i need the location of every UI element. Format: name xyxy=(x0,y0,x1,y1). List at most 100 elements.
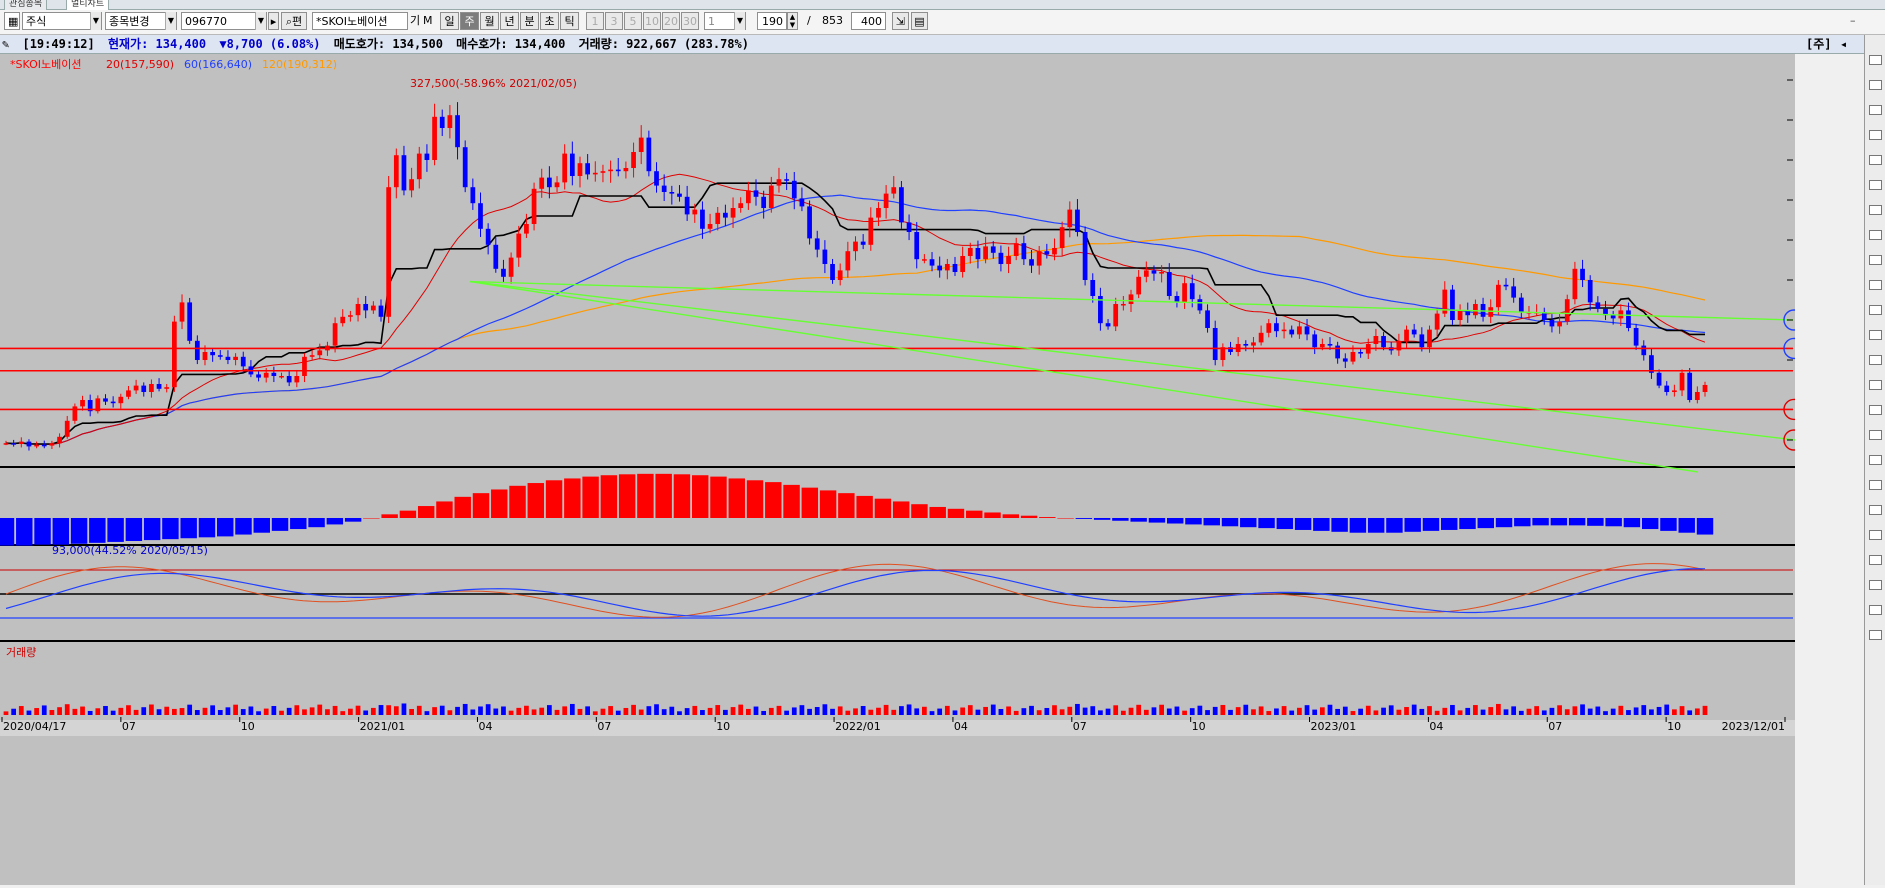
lock-icon[interactable]: ▦ xyxy=(4,12,20,30)
candle-body xyxy=(914,232,920,260)
chevron-down-icon[interactable]: ▼ xyxy=(90,12,101,30)
candle-body xyxy=(1159,272,1164,274)
volume-bar xyxy=(1312,709,1318,715)
chevron-down-icon[interactable]: ▼ xyxy=(165,12,176,30)
tool-icon[interactable] xyxy=(1869,530,1882,540)
volume-bar xyxy=(700,710,705,715)
volume-bar xyxy=(830,708,835,715)
gi-label[interactable]: 기 xyxy=(410,14,421,27)
tool-icon[interactable] xyxy=(1869,255,1882,265)
count-input[interactable]: 190 xyxy=(757,12,787,30)
period-year-button[interactable]: 년 xyxy=(500,12,519,30)
candle-body xyxy=(967,248,973,256)
macd-bar xyxy=(1313,518,1330,531)
tool-icon[interactable] xyxy=(1869,280,1882,290)
macd-bar xyxy=(1221,518,1239,527)
volume-bar xyxy=(1212,706,1218,715)
candle-body xyxy=(470,187,476,204)
volume-bar xyxy=(1603,711,1608,715)
macd-bar xyxy=(637,473,654,518)
period-day-button[interactable]: 일 xyxy=(440,12,459,30)
volume-bar xyxy=(133,709,139,715)
change-item-select[interactable]: 종목변경 xyxy=(105,12,177,30)
tool-icon[interactable] xyxy=(1869,105,1882,115)
macd-bar xyxy=(1422,518,1440,531)
candle-body xyxy=(1672,390,1677,392)
market-select[interactable]: 주식 xyxy=(22,12,102,30)
candle-body xyxy=(661,185,667,192)
candle-body xyxy=(776,179,782,186)
minimize-icon[interactable]: – xyxy=(1850,14,1856,27)
candle-body xyxy=(1297,326,1302,335)
stepper-icon[interactable]: ▲ ▼ xyxy=(787,12,798,30)
chart-area[interactable]: 50,000.0025,000.000.00-25,000.00 100.007… xyxy=(0,54,1861,885)
volume-bar xyxy=(179,708,185,715)
tool-icon[interactable] xyxy=(1869,55,1882,65)
volume-bar xyxy=(118,707,124,715)
volume-bar xyxy=(126,705,131,715)
tool-icon[interactable] xyxy=(1869,330,1882,340)
tool-icon[interactable] xyxy=(1869,405,1882,415)
minute-3-button[interactable]: 3 xyxy=(605,12,623,30)
volume-bar xyxy=(317,704,323,715)
minute-30-button[interactable]: 30 xyxy=(681,12,699,30)
quote-info-bar: ✎ [19:49:12] 현재가: 134,400 ▼8,700 (6.08%)… xyxy=(0,35,1885,54)
period-week-button[interactable]: 주 xyxy=(460,12,479,30)
tool-icon[interactable] xyxy=(1869,605,1882,615)
apply-icon[interactable]: ⇲ xyxy=(892,12,909,30)
tool-icon[interactable] xyxy=(1869,630,1882,640)
candle-body xyxy=(592,172,598,175)
period-tick-button[interactable]: 틱 xyxy=(560,12,579,30)
tool-icon[interactable] xyxy=(1869,130,1882,140)
candle-body xyxy=(554,182,560,188)
candle-body xyxy=(41,444,47,447)
minute-10-button[interactable]: 10 xyxy=(643,12,661,30)
tool-icon[interactable] xyxy=(1869,480,1882,490)
candle-body xyxy=(279,376,284,378)
tool-icon[interactable] xyxy=(1869,180,1882,190)
tool-icon[interactable] xyxy=(1869,430,1882,440)
period-month-button[interactable]: 월 xyxy=(480,12,499,30)
tool-icon[interactable] xyxy=(1869,455,1882,465)
stock-code-input[interactable]: 096770 xyxy=(181,12,267,30)
volume-bar xyxy=(677,711,682,715)
collapse-icon[interactable]: ◂ xyxy=(1840,37,1848,51)
view-count-input[interactable]: 400 xyxy=(851,12,886,30)
tool-icon[interactable] xyxy=(1869,205,1882,215)
tool-icon[interactable] xyxy=(1869,505,1882,515)
tool-icon[interactable] xyxy=(1869,80,1882,90)
chevron-down-icon[interactable]: ▼ xyxy=(255,12,266,30)
tool-icon[interactable] xyxy=(1869,355,1882,365)
volume-bar xyxy=(768,707,774,715)
minute-1-button[interactable]: 1 xyxy=(586,12,604,30)
minute-20-button[interactable]: 20 xyxy=(662,12,680,30)
period-second-button[interactable]: 초 xyxy=(540,12,559,30)
tool-icon[interactable] xyxy=(1869,305,1882,315)
pin-icon[interactable]: ✎ xyxy=(2,37,10,51)
volume-bar xyxy=(1251,709,1256,715)
search-icon[interactable]: ⌕편 xyxy=(281,12,307,30)
minute-5-button[interactable]: 5 xyxy=(624,12,642,30)
m-label[interactable]: M xyxy=(423,14,433,27)
view-count-value: 400 xyxy=(861,15,882,28)
tool-icon[interactable] xyxy=(1869,380,1882,390)
tool-icon[interactable] xyxy=(1869,555,1882,565)
period-minute-button[interactable]: 분 xyxy=(520,12,539,30)
candle-body xyxy=(1503,284,1509,287)
macd-bar xyxy=(1002,514,1020,518)
volume-bar xyxy=(1687,710,1693,715)
tool-icon[interactable] xyxy=(1869,230,1882,240)
candle-body xyxy=(233,356,238,360)
volume-bar xyxy=(210,705,216,715)
calendar-icon[interactable]: ▤ xyxy=(911,12,928,30)
stock-name-field[interactable]: *SKOI노베이션 xyxy=(312,12,408,30)
candle-body xyxy=(1182,283,1187,303)
tool-icon[interactable] xyxy=(1869,580,1882,590)
next-arrow-icon[interactable]: ▸ xyxy=(268,12,279,30)
volume-bar xyxy=(1633,707,1639,715)
stock-chart-svg[interactable]: 50,000.0025,000.000.00-25,000.00 100.007… xyxy=(0,54,1861,885)
volume-bar xyxy=(784,710,789,715)
chevron-down-icon[interactable]: ▼ xyxy=(734,12,745,30)
volume-bar xyxy=(286,707,292,715)
tool-icon[interactable] xyxy=(1869,155,1882,165)
